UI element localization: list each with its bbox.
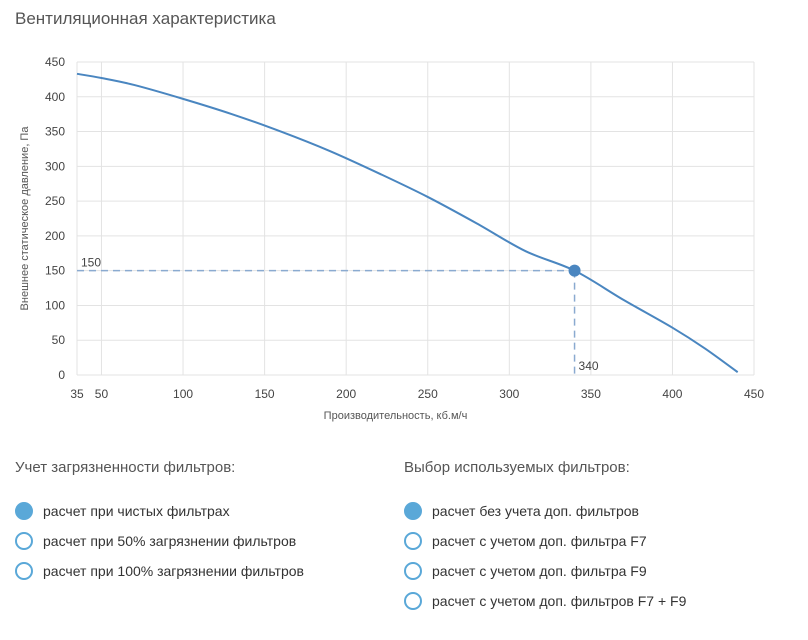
selection-option-label: расчет без учета доп. фильтров (432, 503, 639, 519)
pollution-radio-1[interactable] (15, 502, 33, 520)
y-axis-title: Внешнее статическое давление, Па (19, 126, 31, 311)
operating-point-y-label: 150 (81, 256, 101, 270)
x-axis-title: Производительность, кб.м/ч (324, 410, 468, 422)
selection-option-2[interactable]: расчет с учетом доп. фильтра F7 (404, 526, 686, 556)
selection-option-3[interactable]: расчет с учетом доп. фильтра F9 (404, 556, 686, 586)
filter-pollution-options: расчет при чистых фильтрах расчет при 50%… (15, 496, 304, 586)
pollution-option-label: расчет при 50% загрязнении фильтров (43, 533, 297, 549)
fan-characteristic-chart: 0 50 100 150 200 250 300 350 400 450 35 50 100 150 200… (19, 55, 764, 422)
pollution-radio-2[interactable] (15, 532, 33, 550)
selection-radio-3[interactable] (404, 562, 422, 580)
x-tick-label: 250 (418, 387, 438, 401)
operating-point-x-label: 340 (579, 359, 599, 373)
y-tick-label: 250 (45, 194, 65, 208)
selection-option-label: расчет с учетом доп. фильтра F7 (432, 533, 647, 549)
y-tick-label: 300 (45, 159, 65, 173)
selection-option-1[interactable]: расчет без учета доп. фильтров (404, 496, 686, 526)
selection-option-label: расчет с учетом доп. фильтров F7 + F9 (432, 593, 687, 609)
y-tick-label: 50 (52, 333, 66, 347)
y-tick-label: 450 (45, 55, 65, 69)
selection-radio-4[interactable] (404, 592, 422, 610)
y-tick-label: 100 (45, 298, 65, 312)
x-tick-label: 300 (499, 387, 519, 401)
operating-point-guides (77, 269, 576, 375)
y-tick-label: 0 (58, 368, 65, 382)
page-title: Вентиляционная характеристика (15, 9, 276, 28)
pollution-option-2[interactable]: расчет при 50% загрязнении фильтров (15, 526, 304, 556)
pollution-option-label: расчет при чистых фильтрах (43, 503, 230, 519)
x-tick-label: 200 (336, 387, 356, 401)
x-tick-label: 150 (255, 387, 275, 401)
series-line (76, 72, 739, 374)
pollution-option-label: расчет при 100% загрязнении фильтров (43, 563, 304, 579)
pollution-option-1[interactable]: расчет при чистых фильтрах (15, 496, 304, 526)
operating-point-marker[interactable] (568, 264, 581, 277)
selection-option-4[interactable]: расчет с учетом доп. фильтров F7 + F9 (404, 586, 686, 616)
y-tick-label: 200 (45, 229, 65, 243)
chart-grid (76, 61, 755, 376)
pollution-option-3[interactable]: расчет при 100% загрязнении фильтров (15, 556, 304, 586)
y-tick-label: 350 (45, 125, 65, 139)
x-tick-label: 450 (744, 387, 764, 401)
y-tick-label: 400 (45, 90, 65, 104)
x-tick-label: 50 (95, 387, 109, 401)
x-tick-label: 400 (662, 387, 682, 401)
y-tick-label: 150 (45, 264, 65, 278)
x-tick-label: 35 (70, 387, 84, 401)
x-tick-label: 350 (581, 387, 601, 401)
filter-selection-group: Выбор используемых фильтров: расчет без … (404, 459, 686, 616)
filter-selection-heading: Выбор используемых фильтров: (404, 459, 630, 476)
pollution-radio-3[interactable] (15, 562, 33, 580)
chart-ticks: 0 50 100 150 200 250 300 350 400 450 35 50 100 150 200… (45, 55, 764, 401)
selection-option-label: расчет с учетом доп. фильтра F9 (432, 563, 647, 579)
filter-pollution-group: Учет загрязненности фильтров: расчет при… (15, 459, 304, 586)
selection-radio-1[interactable] (404, 502, 422, 520)
x-tick-label: 100 (173, 387, 193, 401)
filter-selection-options: расчет без учета доп. фильтров расчет с у… (404, 496, 686, 616)
selection-radio-2[interactable] (404, 532, 422, 550)
filter-pollution-heading: Учет загрязненности фильтров: (15, 459, 236, 476)
